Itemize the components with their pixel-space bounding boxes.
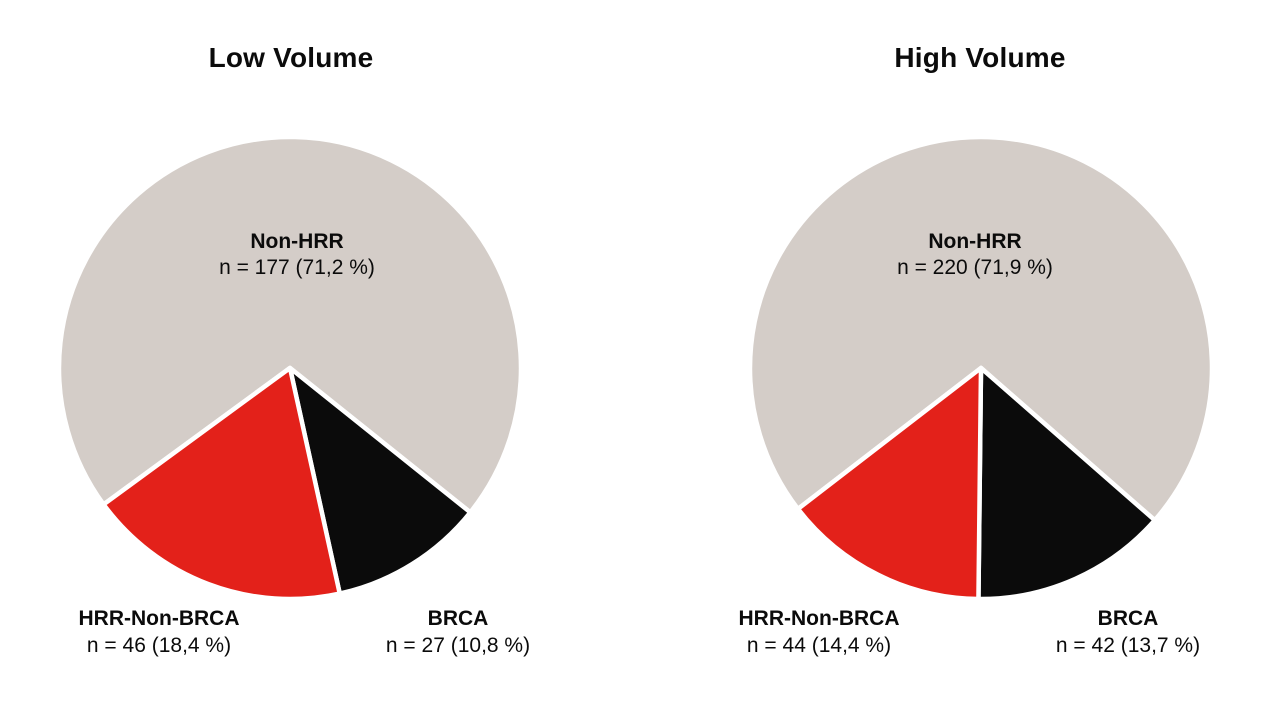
slice-label-non-hrr-low: Non-HRR n = 177 (71,2 %) — [147, 229, 447, 281]
slice-label-detail-hrr-non-brca-high: n = 44 (14,4 %) — [746, 634, 892, 657]
slice-label-hrr-non-brca-high: HRR-Non-BRCA n = 44 (14,4 %) — [669, 605, 969, 659]
pie-slice-hrr-non-brca — [795, 365, 984, 602]
chart-title-high-volume: High Volume — [894, 42, 1066, 73]
slice-label-detail-brca-high: n = 42 (13,7 %) — [1055, 634, 1201, 657]
pie-high-volume — [747, 134, 1215, 602]
pie-slice-non-hrr — [747, 134, 1215, 523]
slice-label-name-non-hrr-high: Non-HRR — [928, 230, 1022, 253]
pie-slice-non-hrr — [56, 134, 524, 515]
slice-label-name-hrr-non-brca-high: HRR-Non-BRCA — [738, 607, 900, 630]
slice-label-name-hrr-non-brca-low: HRR-Non-BRCA — [78, 607, 240, 630]
slice-label-brca-low: BRCA n = 27 (10,8 %) — [308, 605, 608, 659]
pie-slice-hrr-non-brca — [101, 365, 343, 602]
slice-label-detail-non-hrr-low: n = 177 (71,2 %) — [219, 256, 375, 279]
slice-label-name-brca-high: BRCA — [1097, 607, 1159, 630]
pie-low-volume — [56, 134, 524, 602]
slice-label-brca-high: BRCA n = 42 (13,7 %) — [978, 605, 1278, 659]
slice-label-name-non-hrr-low: Non-HRR — [250, 230, 344, 253]
chart-title-low-volume: Low Volume — [208, 42, 374, 73]
slice-label-non-hrr-high: Non-HRR n = 220 (71,9 %) — [825, 229, 1125, 281]
slice-label-detail-brca-low: n = 27 (10,8 %) — [385, 634, 531, 657]
slice-label-detail-hrr-non-brca-low: n = 46 (18,4 %) — [86, 634, 232, 657]
pie-slice-brca — [287, 365, 473, 596]
slice-label-hrr-non-brca-low: HRR-Non-BRCA n = 46 (18,4 %) — [9, 605, 309, 659]
slice-label-name-brca-low: BRCA — [427, 607, 489, 630]
slice-label-detail-non-hrr-high: n = 220 (71,9 %) — [897, 256, 1053, 279]
pie-slice-brca — [976, 365, 1157, 602]
